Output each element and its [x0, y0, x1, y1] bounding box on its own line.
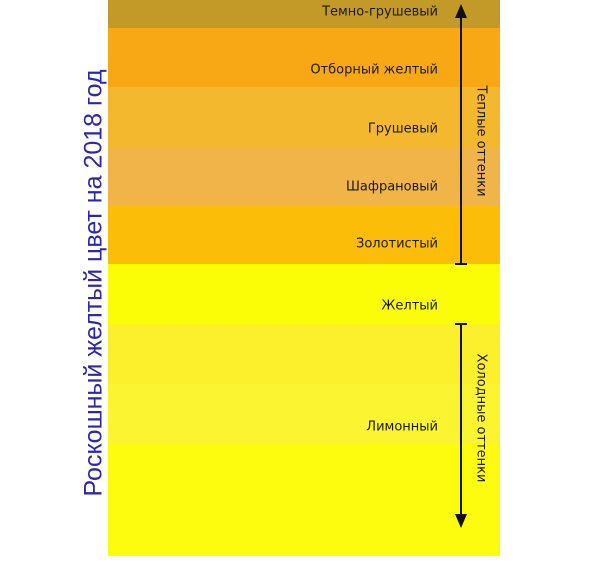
page-title: Роскошный желтый цвет на 2018 год [79, 69, 108, 497]
color-palette: Темно-грушевый Отборный желтый Грушевый … [108, 0, 500, 556]
warm-arrow-line [460, 14, 462, 264]
label-yellow: Желтый [381, 298, 438, 314]
warm-shades-label: Теплые оттенки [473, 85, 489, 197]
label-select-yellow: Отборный желтый [310, 62, 438, 78]
warm-arrow-end [455, 263, 467, 265]
cold-arrow-line [460, 324, 462, 516]
label-pear: Грушевый [367, 121, 438, 137]
swatch-golden [108, 205, 500, 264]
swatch-select-yellow [108, 28, 500, 87]
swatch-pear [108, 87, 500, 147]
label-golden: Золотистый [355, 236, 438, 252]
swatch-yellow [108, 264, 500, 324]
swatch-lemon-2 [108, 384, 500, 444]
swatch-saffron [108, 147, 500, 205]
label-saffron: Шафрановый [345, 179, 438, 195]
label-dark-pear: Темно-грушевый [322, 4, 438, 20]
label-lemon: Лимонный [366, 419, 438, 435]
swatch-dark-pear [108, 0, 500, 28]
warm-arrow-head [455, 4, 467, 18]
swatch-lemon-1 [108, 324, 500, 384]
cold-shades-label: Холодные оттенки [473, 353, 489, 483]
cold-arrow-head [455, 514, 467, 528]
swatch-lemon-3 [108, 444, 500, 556]
